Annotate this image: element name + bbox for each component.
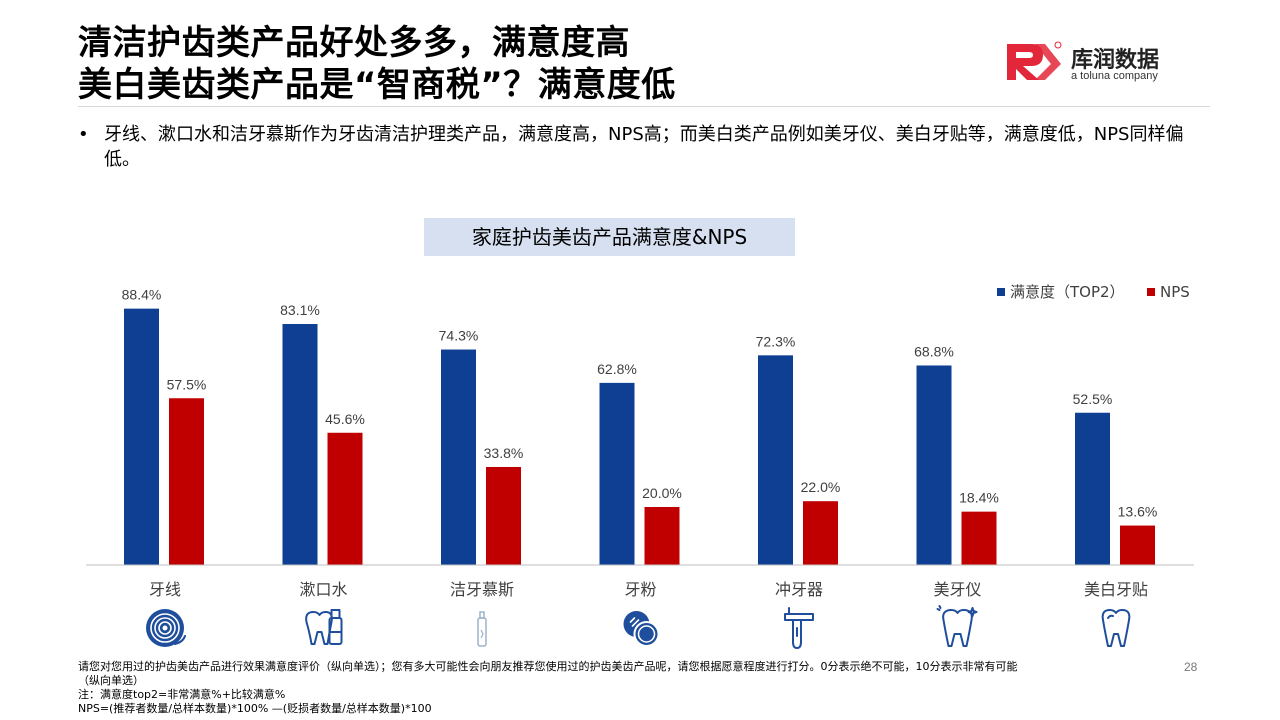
nps-bar-2 (486, 466, 521, 565)
title-line-1: 清洁护齿类产品好处多多，满意度高 (78, 23, 630, 63)
satisfaction-bar-6 (1075, 412, 1110, 565)
bullet-point: • 牙线、漱口水和洁牙慕斯作为牙齿清洁护理类产品，满意度高，NPS高；而美白类产… (78, 122, 1208, 172)
satisfaction-label-4: 72.3% (756, 333, 796, 349)
logo-mark-icon (1007, 41, 1062, 80)
chart-title: 家庭护齿美齿产品满意度&NPS (424, 218, 795, 256)
nps-label-5: 18.4% (959, 490, 999, 506)
chart-bars: 88.4% 57.5% 83.1% 45.6% 74.3% 33.8% 62.8% 20.0%… (122, 287, 1158, 565)
category-labels: 牙线 漱口水 洁牙慕斯 牙粉 冲牙器 美牙仪 美白牙贴 (149, 580, 1148, 599)
whitening-strip-icon (1101, 609, 1131, 647)
water-flosser-icon (784, 607, 814, 649)
chart-legend: 满意度（TOP2） NPS (997, 283, 1190, 301)
category-label-0: 牙线 (149, 580, 181, 599)
floss-icon (146, 609, 186, 647)
nps-label-6: 13.6% (1118, 504, 1158, 520)
legend-swatch-1 (1147, 288, 1155, 296)
satisfaction-bar-5 (916, 365, 952, 565)
category-label-5: 美牙仪 (933, 580, 981, 599)
category-icons (146, 605, 1131, 649)
nps-bar-1 (327, 432, 363, 565)
tooth-device-icon (936, 605, 978, 647)
satisfaction-label-3: 62.8% (597, 361, 637, 377)
satisfaction-label-6: 52.5% (1073, 391, 1113, 407)
satisfaction-label-0: 88.4% (122, 287, 162, 303)
bullet-text: 牙线、漱口水和洁牙慕斯作为牙齿清洁护理类产品，满意度高，NPS高；而美白类产品例… (104, 124, 1184, 170)
legend-swatch-0 (997, 288, 1005, 296)
nps-bar-3 (644, 507, 680, 565)
title-line-2: 美白美齿类产品是“智商税”？满意度低 (78, 65, 676, 105)
footnote-line-2: （纵向单选） (78, 674, 144, 687)
category-label-1: 漱口水 (299, 580, 347, 599)
nps-bar-0 (169, 398, 204, 565)
foam-bottle-icon (477, 611, 487, 647)
bullet-marker: • (78, 124, 89, 145)
satisfaction-bar-1 (282, 324, 318, 565)
satisfaction-bar-2 (441, 349, 476, 565)
legend-label-0: 满意度（TOP2） (1010, 283, 1125, 301)
mouthwash-icon (305, 609, 343, 645)
nps-bar-4 (803, 501, 838, 565)
nps-bar-5 (961, 511, 997, 565)
category-label-6: 美白牙贴 (1084, 580, 1148, 599)
legend-label-1: NPS (1160, 283, 1190, 301)
nps-label-2: 33.8% (484, 445, 524, 461)
footnote-line-1: 请您对您用过的护齿美齿产品进行效果满意度评价（纵向单选）；您有多大可能性会向朋友… (78, 660, 1018, 673)
footnote: 请您对您用过的护齿美齿产品进行效果满意度评价（纵向单选）；您有多大可能性会向朋友… (78, 660, 1018, 716)
satisfaction-label-2: 74.3% (439, 328, 479, 344)
nps-label-1: 45.6% (325, 411, 365, 427)
satisfaction-bar-3 (599, 382, 635, 565)
nps-label-0: 57.5% (167, 376, 207, 392)
satisfaction-bar-0 (124, 308, 159, 565)
logo-brand: 库润数据 (1071, 48, 1160, 73)
page-number: 28 (1184, 660, 1198, 674)
page-title: 清洁护齿类产品好处多多，满意度高 美白美齿类产品是“智商税”？满意度低 (78, 22, 676, 106)
category-label-3: 牙粉 (624, 580, 656, 599)
nps-label-4: 22.0% (801, 479, 841, 495)
satisfaction-label-5: 68.8% (914, 343, 954, 359)
category-label-2: 洁牙慕斯 (450, 580, 514, 599)
tooth-powder-icon (623, 611, 660, 647)
logo-tagline: a toluna company (1071, 70, 1158, 82)
footnote-line-4: NPS=(推荐者数量/总样本数量)*100% —(贬损者数量/总样本数量)*10… (78, 702, 432, 715)
header-divider (78, 106, 1210, 107)
footnote-line-3: 注：满意度top2=非常满意%+比较满意% (78, 688, 286, 701)
satisfaction-label-1: 83.1% (280, 302, 320, 318)
nps-bar-6 (1120, 525, 1155, 565)
nps-label-3: 20.0% (642, 485, 682, 501)
category-label-4: 冲牙器 (775, 580, 823, 599)
satisfaction-bar-4 (758, 355, 793, 565)
company-logo: 库润数据 a toluna company (1005, 40, 1195, 86)
